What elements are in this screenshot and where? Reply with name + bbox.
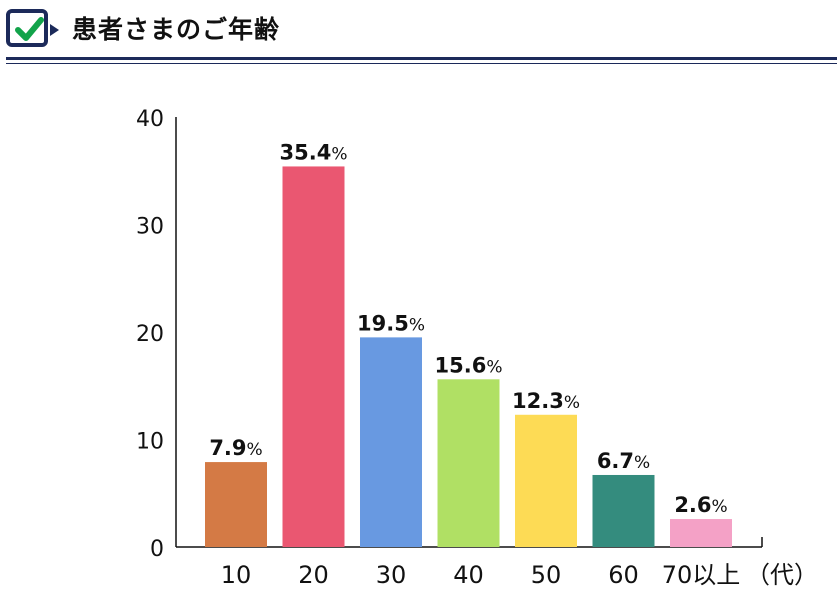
bar-70以上 — [670, 519, 732, 547]
chart-labels: 7.9% 10 35.4% 20 19.5% 30 15.6% 40 12.3% 50 6.7% 60… — [209, 140, 818, 589]
header-rule-thin — [6, 63, 837, 64]
value-label: 19.5% — [357, 311, 425, 335]
bar-30 — [360, 337, 422, 547]
y-tick-label: 30 — [136, 215, 164, 240]
bar-40 — [437, 379, 500, 547]
value-label: 35.4% — [280, 140, 348, 164]
value-label: 7.9% — [209, 436, 262, 460]
x-tick-label: 70以上 — [662, 561, 741, 589]
header-rule-thick — [6, 57, 837, 60]
x-tick-label: 30 — [376, 561, 407, 589]
y-tick-label: 0 — [150, 537, 164, 562]
x-tick-label: 60 — [608, 561, 639, 589]
y-tick-label: 10 — [136, 430, 164, 455]
section-title: 患者さまのご年齢 — [72, 15, 281, 44]
section-header: 患者さまのご年齢 — [0, 0, 837, 70]
y-tick-label: 40 — [136, 107, 164, 132]
bar-10 — [205, 462, 267, 547]
value-label: 12.3% — [512, 389, 580, 413]
checkmark-icon — [15, 17, 44, 41]
x-unit-label: （代） — [746, 561, 818, 589]
y-tick-label: 20 — [136, 322, 164, 347]
x-tick-label: 10 — [221, 561, 252, 589]
checkbox-frame — [6, 9, 48, 47]
pointer-arrow — [50, 24, 59, 36]
bar-50 — [515, 414, 577, 547]
bar-20 — [282, 166, 345, 547]
bar-60 — [592, 474, 655, 547]
value-label: 6.7% — [597, 449, 650, 473]
value-label: 15.6% — [435, 353, 503, 377]
chart-axes: 0 10 20 30 40 — [136, 107, 763, 562]
x-tick-label: 20 — [298, 561, 329, 589]
value-label: 2.6% — [674, 493, 727, 517]
x-tick-label: 50 — [531, 561, 562, 589]
x-tick-label: 40 — [453, 561, 484, 589]
chart-bars — [205, 166, 732, 547]
